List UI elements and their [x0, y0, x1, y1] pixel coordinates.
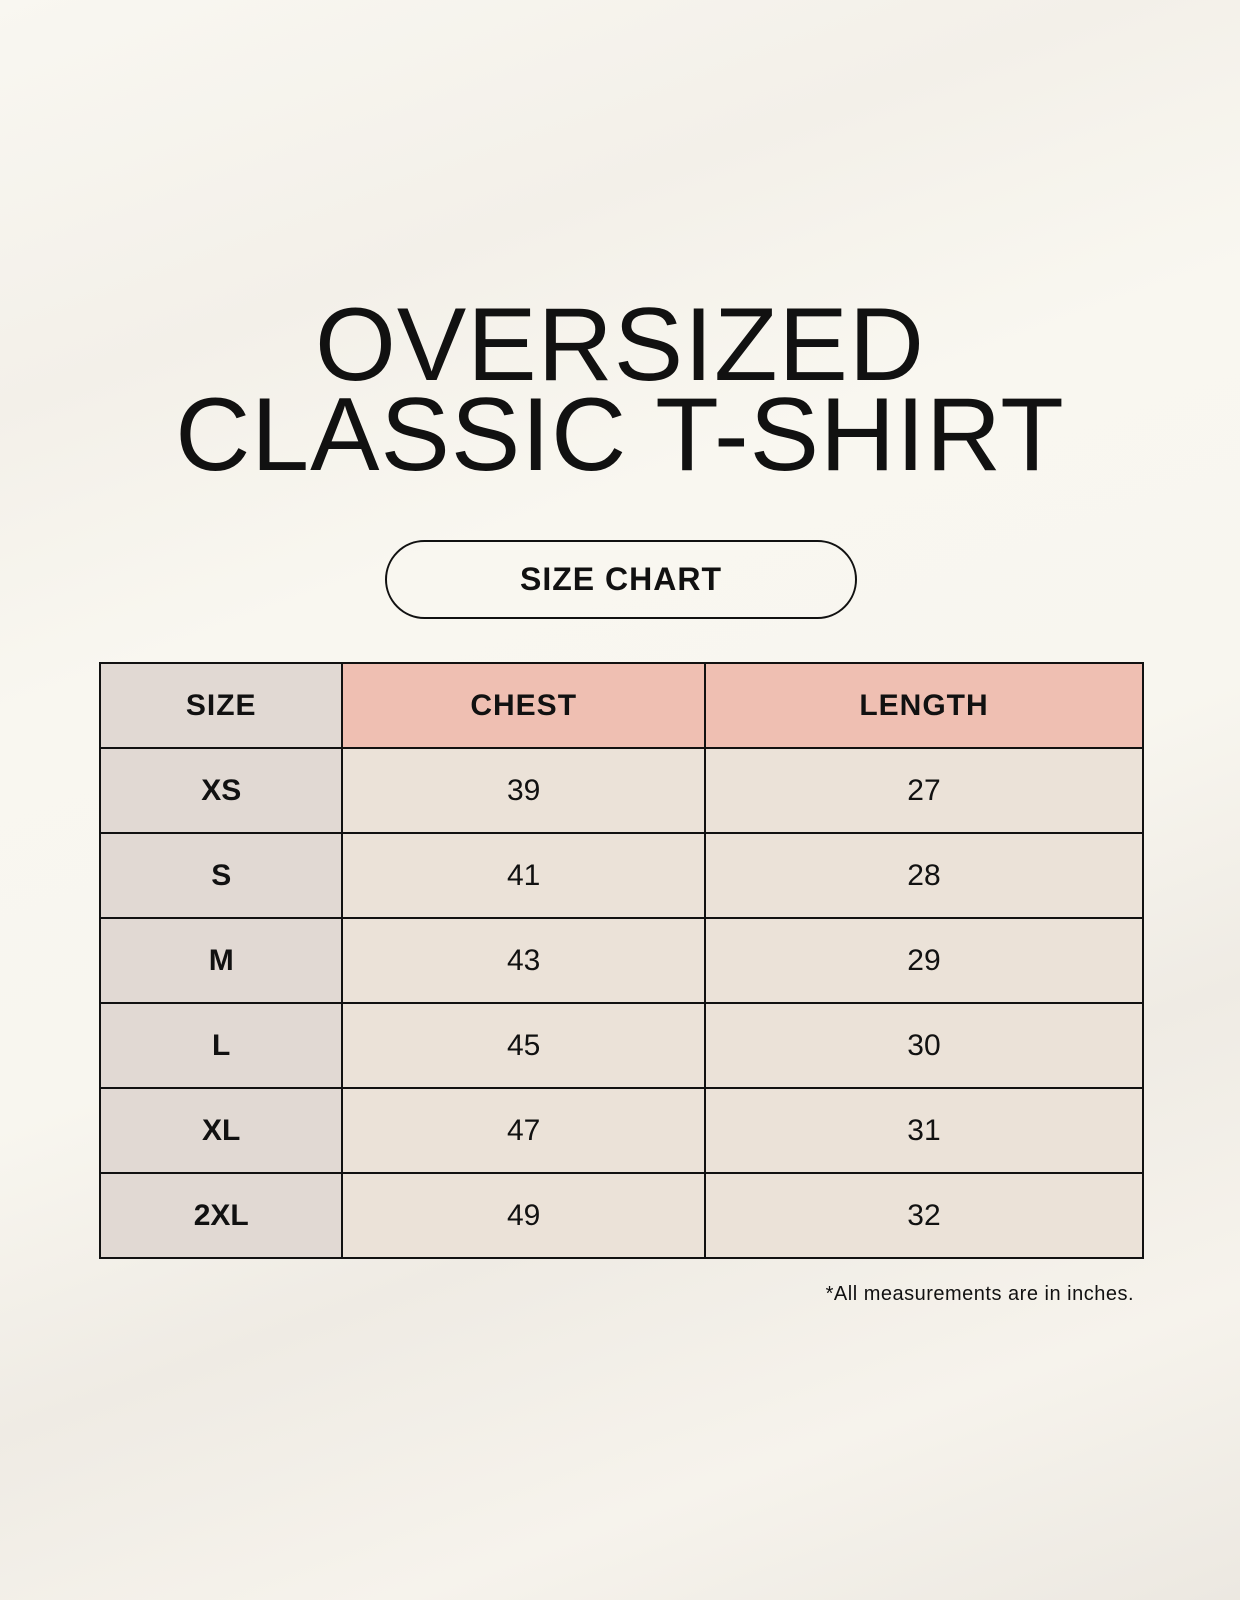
cell-length: 31	[703, 1087, 1145, 1174]
table-row: XS 39 27	[98, 747, 1145, 834]
cell-chest: 43	[341, 917, 706, 1004]
table-row: S 41 28	[98, 832, 1145, 919]
cell-length: 29	[703, 917, 1145, 1004]
table-row: L 45 30	[98, 1002, 1145, 1089]
cell-size: S	[98, 832, 344, 919]
table-row: M 43 29	[98, 917, 1145, 1004]
size-chart-badge: SIZE CHART	[385, 540, 857, 619]
title-line-1: OVERSIZED	[315, 287, 925, 403]
cell-chest: 47	[341, 1087, 706, 1174]
cell-length: 27	[703, 747, 1145, 834]
page-title: OVERSIZED CLASSIC T-SHIRT	[0, 287, 1240, 493]
cell-size: L	[98, 1002, 344, 1089]
cell-chest: 45	[341, 1002, 706, 1089]
cell-chest: 39	[341, 747, 706, 834]
header-chest: CHEST	[341, 662, 706, 749]
header-size: SIZE	[98, 662, 344, 749]
cell-length: 28	[703, 832, 1145, 919]
cell-size: M	[98, 917, 344, 1004]
cell-size: XL	[98, 1087, 344, 1174]
title-line-2: CLASSIC T-SHIRT	[175, 377, 1065, 493]
cell-length: 30	[703, 1002, 1145, 1089]
cell-length: 32	[703, 1172, 1145, 1259]
cell-chest: 41	[341, 832, 706, 919]
cell-size: XS	[98, 747, 344, 834]
footnote: *All measurements are in inches.	[825, 1283, 1134, 1305]
size-table: SIZE CHEST LENGTH XS 39 27 S 41 28 M 43 29 L 45 30 X…	[98, 662, 1145, 1259]
table-row: XL 47 31	[98, 1087, 1145, 1174]
cell-chest: 49	[341, 1172, 706, 1259]
cell-size: 2XL	[98, 1172, 344, 1259]
table-row: 2XL 49 32	[98, 1172, 1145, 1259]
header-length: LENGTH	[703, 662, 1145, 749]
table-header-row: SIZE CHEST LENGTH	[98, 662, 1145, 749]
